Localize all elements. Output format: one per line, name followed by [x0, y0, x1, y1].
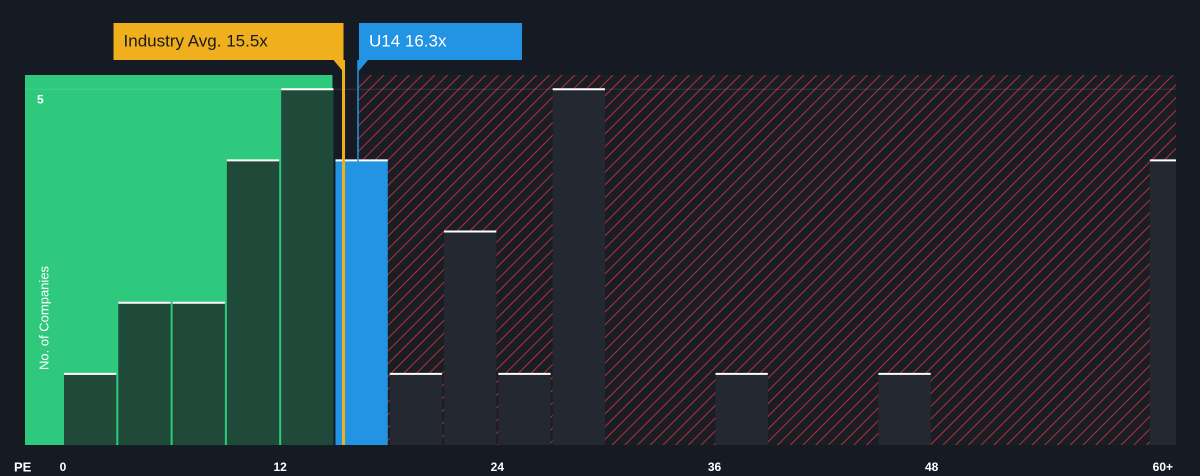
x-tick-label: 60+ [1153, 460, 1173, 474]
bar [389, 373, 443, 445]
bar [878, 373, 931, 445]
x-tick-label: 36 [708, 460, 722, 474]
y-axis-label: No. of Companies [36, 265, 51, 370]
bar [444, 231, 497, 445]
x-tick-label: 0 [60, 460, 67, 474]
x-axis-label: PE [14, 459, 32, 474]
annotation-box [358, 23, 522, 60]
bar [498, 373, 551, 445]
annotation-pointer [357, 60, 368, 72]
x-tick-label: 24 [491, 460, 505, 474]
bar [226, 160, 280, 445]
annotation-box [113, 23, 344, 60]
annotation-label: U14 16.3x [369, 31, 447, 50]
bar [118, 302, 171, 445]
bar [281, 89, 334, 445]
bar [1149, 160, 1176, 445]
bar [552, 89, 605, 445]
y-tick-label: 5 [37, 92, 44, 106]
annotation-label: Industry Avg. 15.5x [124, 31, 269, 50]
bar [64, 373, 117, 445]
x-tick-label: 12 [273, 460, 287, 474]
bar [172, 302, 225, 445]
x-tick-label: 48 [925, 460, 939, 474]
bar [715, 373, 768, 445]
annotation-pointer [333, 60, 344, 72]
